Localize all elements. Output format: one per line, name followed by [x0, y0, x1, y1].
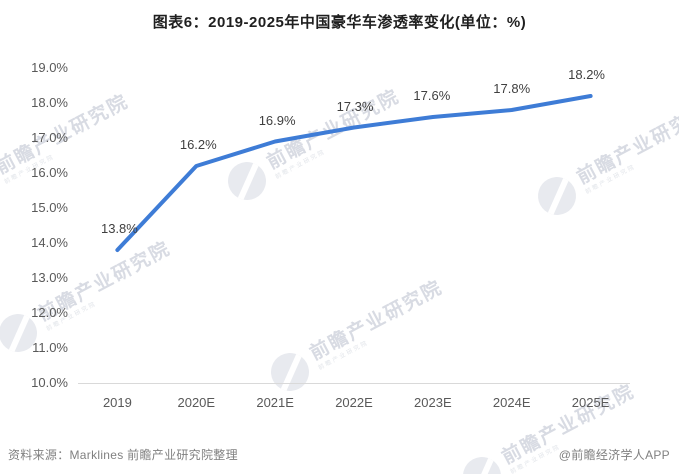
x-axis-line — [78, 383, 630, 384]
chart-title: 图表6：2019-2025年中国豪华车渗透率变化(单位：%) — [152, 14, 527, 31]
app-credit: @前瞻经济学人APP — [558, 448, 670, 462]
x-axis-tick-label: 2025E — [571, 395, 610, 410]
data-point-label: 13.8% — [100, 221, 138, 236]
x-axis-tick-label: 2019 — [102, 395, 132, 410]
x-axis-tick-label: 2023E — [414, 395, 452, 410]
data-point-label: 16.2% — [179, 137, 217, 152]
source-note: 资料来源：Marklines 前瞻产业研究院整理 — [8, 448, 238, 462]
y-axis-tick-label: 19.0% — [31, 60, 68, 75]
x-axis-tick-label: 2024E — [492, 395, 531, 410]
data-point-label: 17.3% — [336, 98, 374, 114]
x-axis-tick-label: 2021E — [256, 395, 294, 410]
data-point-label: 17.6% — [413, 88, 451, 103]
y-axis-tick-label: 16.0% — [31, 165, 68, 180]
y-axis-tick-label: 14.0% — [31, 235, 68, 250]
y-axis-tick-label: 13.0% — [31, 270, 68, 285]
y-axis-tick-label: 17.0% — [31, 130, 68, 145]
data-point-label: 16.9% — [258, 112, 296, 128]
data-point-label: 17.8% — [493, 81, 531, 96]
x-axis-tick-label: 2020E — [177, 395, 216, 410]
y-axis-tick-label: 10.0% — [31, 375, 68, 390]
x-axis-tick-label: 2022E — [335, 395, 373, 410]
data-point-label: 18.2% — [568, 67, 605, 82]
y-axis-tick-label: 11.0% — [32, 340, 68, 355]
y-axis-tick-label: 12.0% — [31, 305, 68, 320]
y-axis-tick-label: 18.0% — [31, 95, 68, 110]
trend-line — [115, 94, 593, 252]
y-axis-tick-label: 15.0% — [31, 200, 68, 215]
